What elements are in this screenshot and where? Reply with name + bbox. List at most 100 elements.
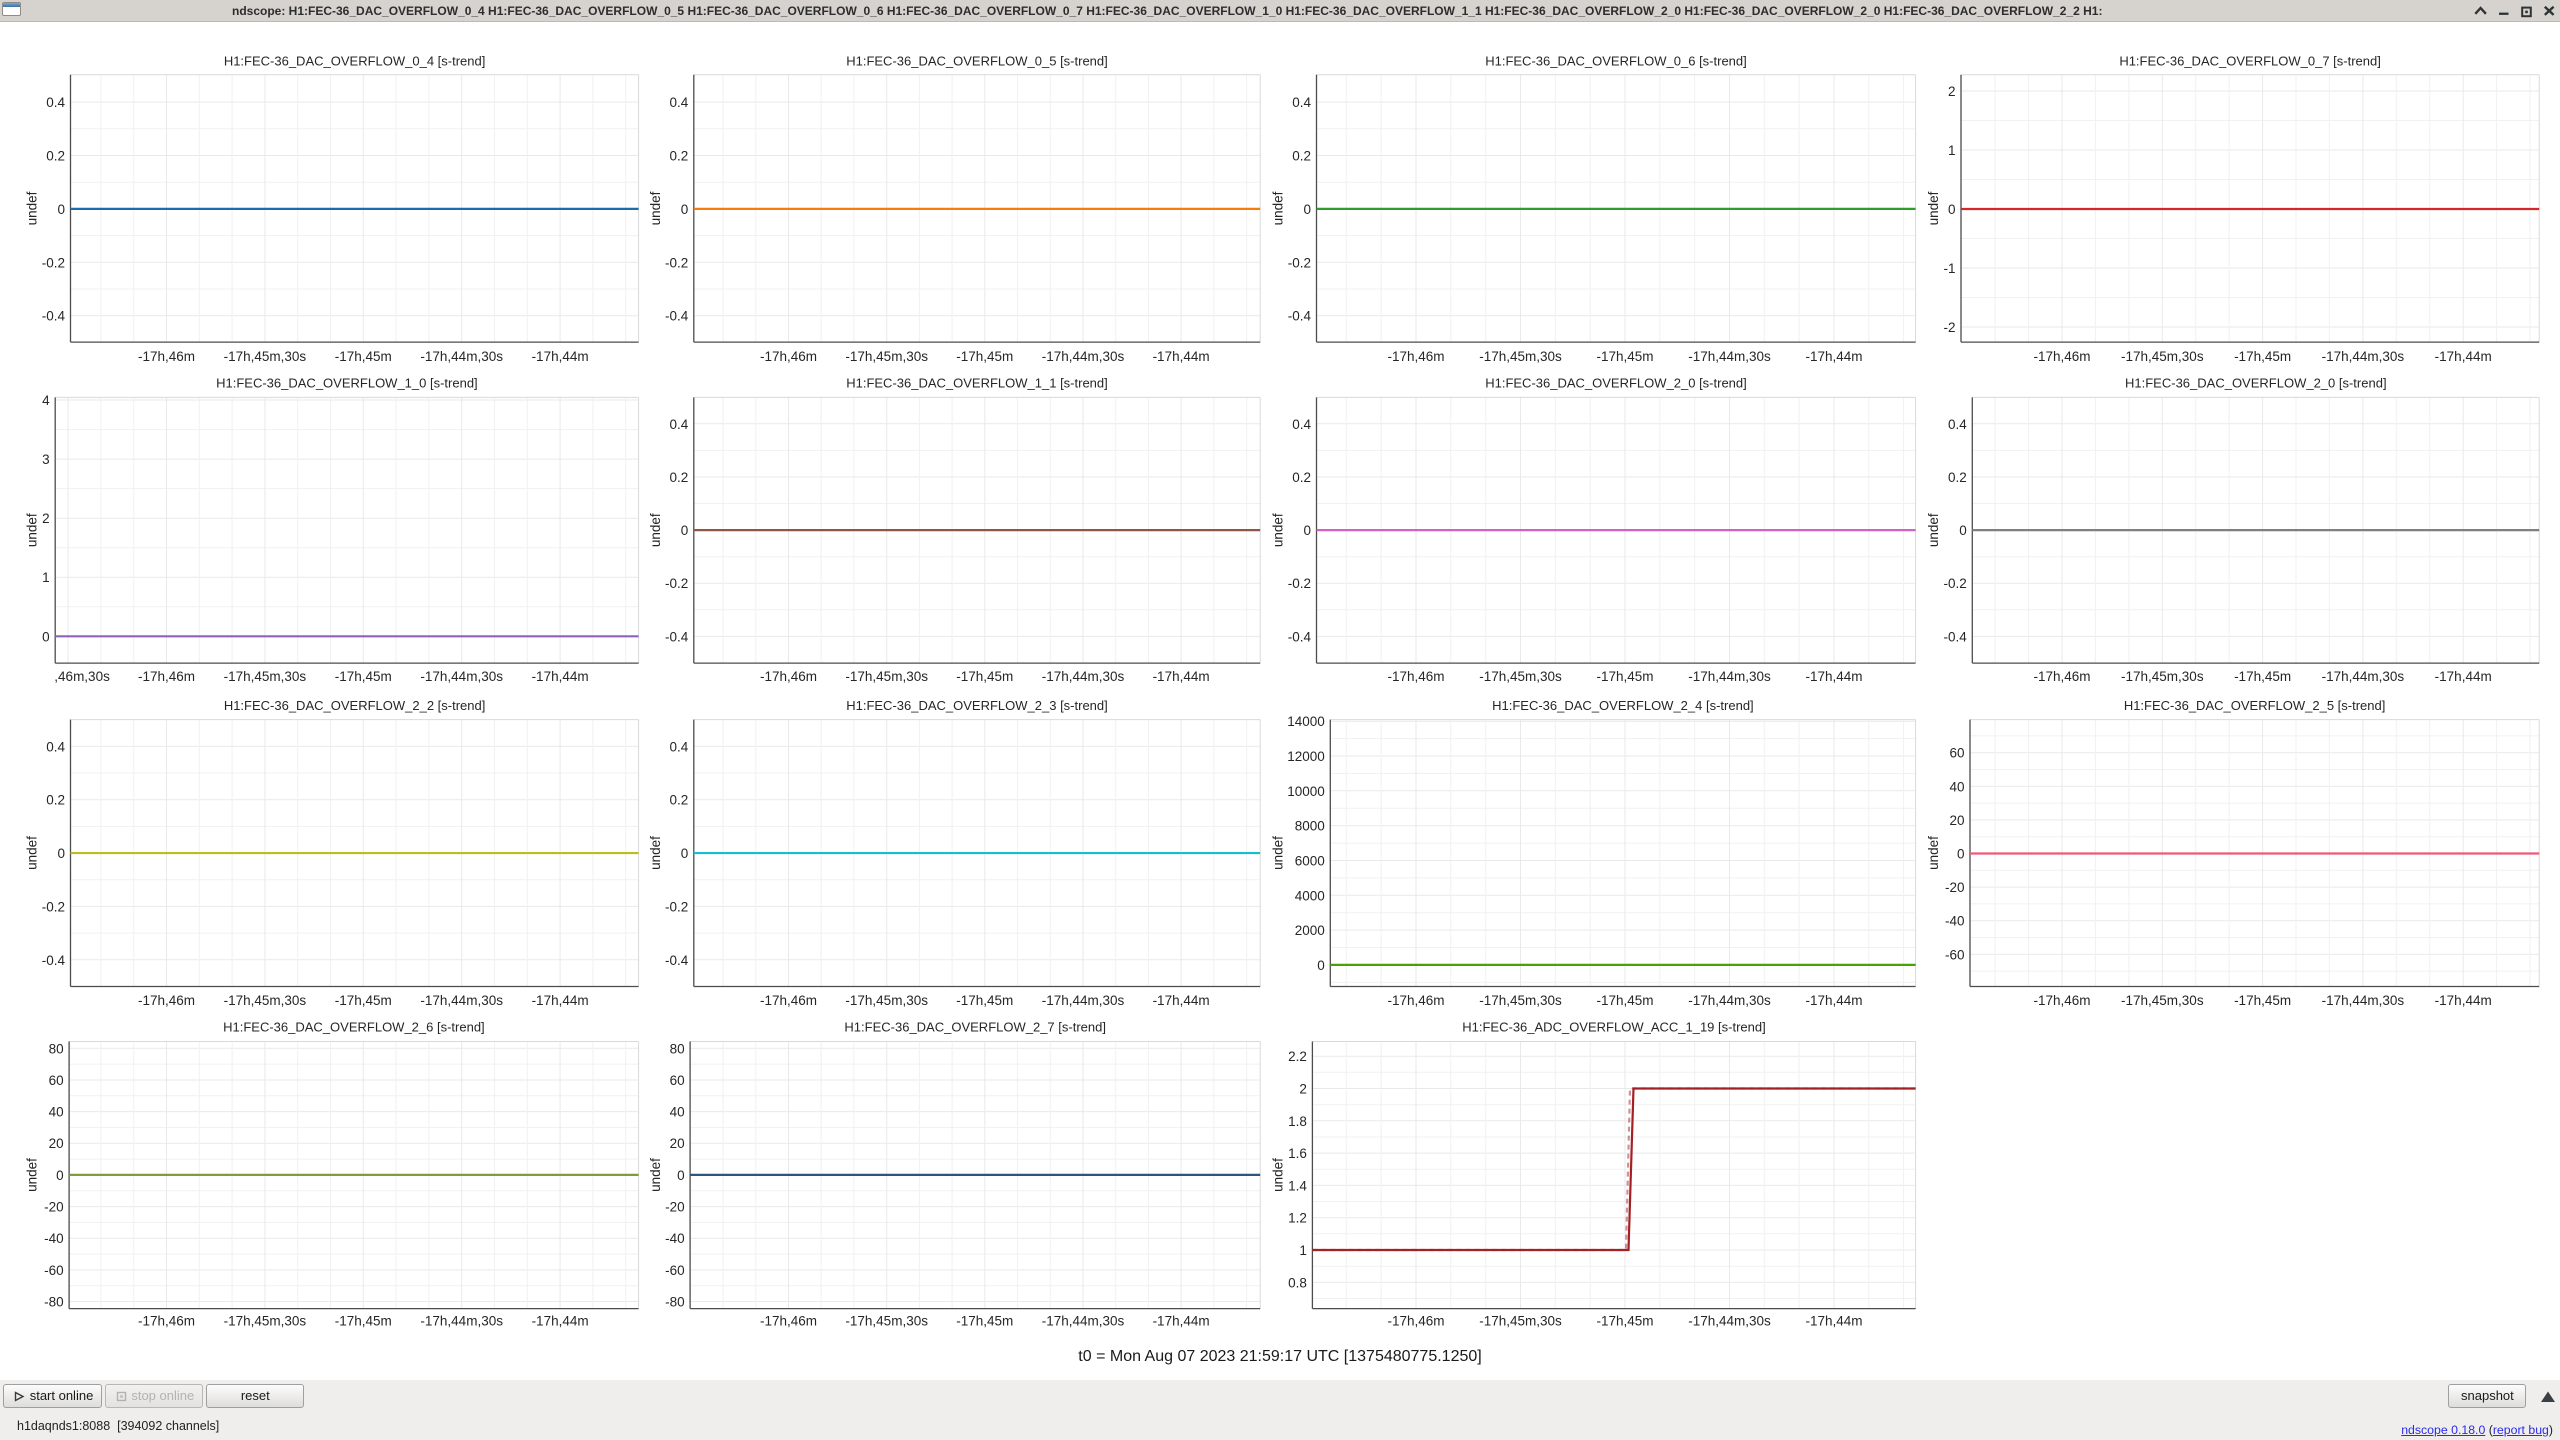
svg-text:0: 0 bbox=[1959, 523, 1967, 538]
svg-text:-17h,45m,30s: -17h,45m,30s bbox=[845, 349, 928, 364]
svg-text:-17h,45m,30s: -17h,45m,30s bbox=[2121, 349, 2204, 364]
svg-text:H1:FEC-36_DAC_OVERFLOW_2_4 [s-: H1:FEC-36_DAC_OVERFLOW_2_4 [s-trend] bbox=[1492, 698, 1754, 713]
svg-text:0: 0 bbox=[1303, 523, 1311, 538]
svg-text:-17h,44m: -17h,44m bbox=[1153, 349, 1210, 364]
svg-text:-0.2: -0.2 bbox=[1944, 576, 1967, 591]
svg-text:0: 0 bbox=[681, 202, 689, 217]
svg-text:10000: 10000 bbox=[1287, 784, 1325, 799]
svg-text:-17h,44m: -17h,44m bbox=[1805, 1314, 1862, 1329]
svg-text:-17h,45m: -17h,45m bbox=[1596, 669, 1653, 684]
svg-text:-20: -20 bbox=[44, 1200, 64, 1215]
svg-text:0.2: 0.2 bbox=[670, 470, 689, 485]
svg-text:-17h,46m: -17h,46m bbox=[138, 1314, 195, 1329]
svg-text:-17h,44m: -17h,44m bbox=[532, 669, 589, 684]
svg-text:20: 20 bbox=[1949, 813, 1964, 828]
svg-text:-17h,45m: -17h,45m bbox=[2234, 669, 2291, 684]
svg-text:2.2: 2.2 bbox=[1288, 1049, 1307, 1064]
svg-text:0.2: 0.2 bbox=[46, 793, 65, 808]
svg-text:0.2: 0.2 bbox=[46, 149, 65, 164]
svg-text:-17h,45m,30s: -17h,45m,30s bbox=[1479, 349, 1562, 364]
svg-text:14000: 14000 bbox=[1287, 714, 1325, 729]
svg-text:2: 2 bbox=[42, 511, 50, 526]
svg-text:-0.2: -0.2 bbox=[665, 899, 688, 914]
svg-text:-17h,46m: -17h,46m bbox=[2033, 349, 2090, 364]
svg-text:-17h,45m: -17h,45m bbox=[1596, 349, 1653, 364]
svg-text:-0.4: -0.4 bbox=[665, 629, 689, 644]
svg-text:12000: 12000 bbox=[1287, 749, 1325, 764]
svg-text:-17h,46m: -17h,46m bbox=[1387, 669, 1444, 684]
svg-text:-17h,46m: -17h,46m bbox=[2033, 669, 2090, 684]
svg-text:-17h,44m: -17h,44m bbox=[1153, 1314, 1210, 1329]
svg-text:-0.2: -0.2 bbox=[42, 899, 65, 914]
svg-text:0.2: 0.2 bbox=[1292, 149, 1311, 164]
svg-text:-17h,45m,30s: -17h,45m,30s bbox=[845, 669, 928, 684]
svg-text:20: 20 bbox=[49, 1136, 64, 1151]
svg-text:-17h,44m: -17h,44m bbox=[1805, 669, 1862, 684]
svg-text:undef: undef bbox=[1271, 1158, 1286, 1192]
svg-text:-60: -60 bbox=[665, 1263, 685, 1278]
svg-text:-0.2: -0.2 bbox=[42, 255, 65, 270]
svg-text:-17h,45m,30s: -17h,45m,30s bbox=[224, 349, 307, 364]
svg-text:H1:FEC-36_DAC_OVERFLOW_0_7 [s-: H1:FEC-36_DAC_OVERFLOW_0_7 [s-trend] bbox=[2119, 53, 2381, 68]
svg-text:0.4: 0.4 bbox=[670, 417, 689, 432]
svg-text:0.8: 0.8 bbox=[1288, 1275, 1307, 1290]
svg-text:-17h,46m: -17h,46m bbox=[1387, 993, 1444, 1008]
svg-text:H1:FEC-36_ADC_OVERFLOW_ACC_1_1: H1:FEC-36_ADC_OVERFLOW_ACC_1_19 [s-trend… bbox=[1462, 1020, 1765, 1035]
svg-text:0: 0 bbox=[57, 202, 65, 217]
svg-text:-17h,46m: -17h,46m bbox=[1387, 349, 1444, 364]
svg-text:8000: 8000 bbox=[1295, 819, 1325, 834]
svg-text:2000: 2000 bbox=[1295, 923, 1325, 938]
svg-text:undef: undef bbox=[25, 836, 40, 870]
svg-text:-17h,45m,30s: -17h,45m,30s bbox=[845, 993, 928, 1008]
svg-text:0: 0 bbox=[42, 629, 50, 644]
svg-text:0.4: 0.4 bbox=[670, 95, 689, 110]
svg-text:-17h,45m,30s: -17h,45m,30s bbox=[224, 1314, 307, 1329]
svg-text:0: 0 bbox=[1317, 958, 1325, 973]
svg-text:-17h,45m: -17h,45m bbox=[1596, 1314, 1653, 1329]
svg-text:1.2: 1.2 bbox=[1288, 1211, 1307, 1226]
svg-text:-20: -20 bbox=[1945, 880, 1965, 895]
svg-text:-80: -80 bbox=[44, 1295, 64, 1310]
svg-text:-17h,44m: -17h,44m bbox=[1805, 349, 1862, 364]
svg-text:40: 40 bbox=[670, 1105, 685, 1120]
svg-text:undef: undef bbox=[648, 836, 663, 870]
svg-text:1: 1 bbox=[1948, 143, 1956, 158]
svg-text:-2: -2 bbox=[1943, 320, 1955, 335]
svg-text:0: 0 bbox=[681, 846, 689, 861]
svg-text:-17h,44m,30s: -17h,44m,30s bbox=[1042, 1314, 1125, 1329]
svg-text:-0.2: -0.2 bbox=[665, 576, 688, 591]
svg-text:-17h,44m: -17h,44m bbox=[2435, 993, 2492, 1008]
svg-text:H1:FEC-36_DAC_OVERFLOW_2_2 [s-: H1:FEC-36_DAC_OVERFLOW_2_2 [s-trend] bbox=[224, 698, 486, 713]
svg-text:-40: -40 bbox=[44, 1231, 64, 1246]
svg-text:0.4: 0.4 bbox=[1292, 417, 1311, 432]
svg-text:-17h,45m: -17h,45m bbox=[335, 1314, 392, 1329]
svg-text:0.4: 0.4 bbox=[670, 739, 689, 754]
svg-text:0.4: 0.4 bbox=[1948, 417, 1967, 432]
svg-text:-17h,45m: -17h,45m bbox=[956, 1314, 1013, 1329]
svg-text:1.6: 1.6 bbox=[1288, 1146, 1307, 1161]
svg-text:-17h,46m: -17h,46m bbox=[2033, 993, 2090, 1008]
svg-text:-17h,44m,30s: -17h,44m,30s bbox=[1688, 1314, 1771, 1329]
svg-text:-17h,45m: -17h,45m bbox=[1596, 993, 1653, 1008]
svg-text:-17h,45m: -17h,45m bbox=[335, 669, 392, 684]
svg-text:-17h,45m: -17h,45m bbox=[2234, 993, 2291, 1008]
svg-text:0.2: 0.2 bbox=[1292, 470, 1311, 485]
svg-text:-17h,45m: -17h,45m bbox=[956, 349, 1013, 364]
svg-text:-0.2: -0.2 bbox=[1288, 255, 1311, 270]
svg-text:-17h,44m,30s: -17h,44m,30s bbox=[420, 993, 503, 1008]
svg-text:4: 4 bbox=[42, 393, 50, 408]
svg-text:-17h,45m,30s: -17h,45m,30s bbox=[845, 1314, 928, 1329]
svg-text:H1:FEC-36_DAC_OVERFLOW_0_6 [s-: H1:FEC-36_DAC_OVERFLOW_0_6 [s-trend] bbox=[1485, 53, 1747, 68]
svg-text:1.4: 1.4 bbox=[1288, 1178, 1307, 1193]
svg-text:undef: undef bbox=[1271, 836, 1286, 870]
svg-text:-17h,46m: -17h,46m bbox=[760, 1314, 817, 1329]
svg-text:-17h,45m,30s: -17h,45m,30s bbox=[2121, 993, 2204, 1008]
svg-text:-17h,46m: -17h,46m bbox=[760, 993, 817, 1008]
svg-text:0: 0 bbox=[56, 1168, 64, 1183]
svg-text:-17h,45m,30s: -17h,45m,30s bbox=[224, 993, 307, 1008]
svg-text:3: 3 bbox=[42, 452, 50, 467]
svg-text:-17h,44m,30s: -17h,44m,30s bbox=[1042, 993, 1125, 1008]
svg-text:80: 80 bbox=[670, 1041, 685, 1056]
svg-text:0.2: 0.2 bbox=[670, 149, 689, 164]
svg-text:-40: -40 bbox=[1945, 914, 1965, 929]
